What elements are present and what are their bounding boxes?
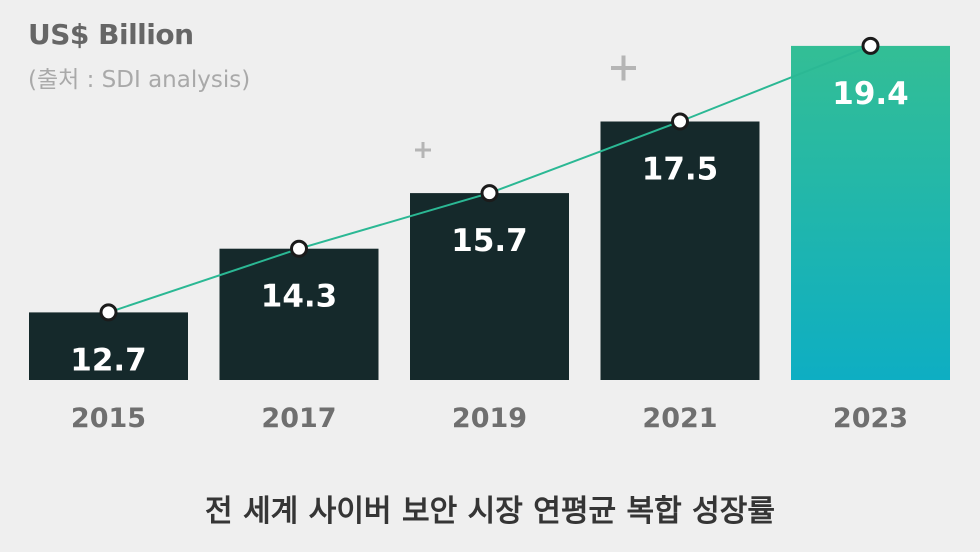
- value-label-2019: 15.7: [451, 223, 528, 259]
- bars: [29, 45, 950, 381]
- value-label-2015: 12.7: [70, 342, 147, 378]
- bar-2015: [29, 312, 188, 380]
- bar-2023: [791, 45, 950, 381]
- value-label-2023: 19.4: [832, 76, 909, 112]
- marker-2021: [671, 112, 689, 131]
- plus-icon: [611, 55, 636, 81]
- marker-2015: [99, 303, 118, 322]
- marker-2023: [861, 36, 880, 55]
- x-tick-2021: 2021: [642, 403, 717, 434]
- chart-caption: 전 세계 사이버 보안 시장 연평균 복합 성장률: [205, 494, 775, 529]
- x-tick-2015: 2015: [71, 403, 146, 434]
- bar-2021: [600, 121, 760, 380]
- decorative-plus-signs: [415, 55, 636, 158]
- unit-label: US$ Billion: [28, 18, 194, 51]
- x-tick-2019: 2019: [452, 403, 527, 434]
- x-tick-2017: 2017: [261, 403, 336, 434]
- bar-2017: [219, 248, 379, 380]
- plus-icon: [415, 142, 431, 158]
- value-label-2021: 17.5: [642, 152, 719, 188]
- marker-2017: [290, 239, 308, 258]
- x-tick-2023: 2023: [833, 403, 908, 434]
- value-label-2017: 14.3: [261, 279, 338, 315]
- bar-2019: [410, 193, 569, 380]
- value-labels: 12.7 14.3 15.7 17.5 19.4: [70, 76, 909, 378]
- markers: [99, 36, 880, 322]
- source-label: (출처 : SDI analysis): [28, 67, 250, 93]
- x-axis-tick-labels: 2015 2017 2019 2021 2023: [71, 403, 908, 434]
- marker-2019: [480, 184, 499, 203]
